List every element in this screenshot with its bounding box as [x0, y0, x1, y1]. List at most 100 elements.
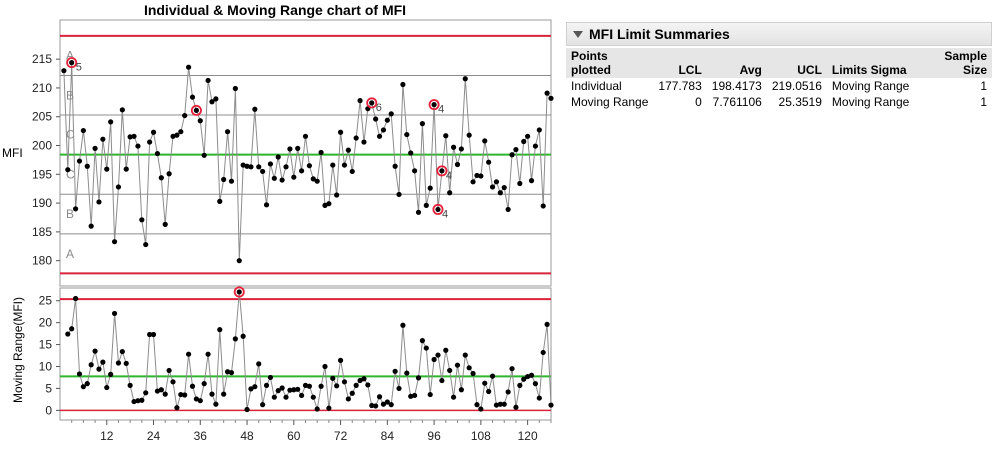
individual-data-point: [80, 127, 86, 134]
individual-data-point: [96, 199, 102, 205]
disclosure-triangle-icon[interactable]: [573, 30, 583, 38]
individual-data-point: [528, 178, 535, 184]
individual-y-tick-label: 215: [32, 52, 52, 66]
individual-data-point: [396, 191, 402, 198]
moving-range-data-point: [244, 406, 250, 413]
moving-range-data-point: [119, 348, 125, 355]
moving-range-data-point: [388, 402, 394, 408]
individual-data-point: [256, 164, 262, 170]
individual-data-point: [205, 77, 211, 84]
col-avg[interactable]: Avg: [706, 48, 767, 78]
moving-range-data-point: [318, 383, 324, 389]
moving-range-data-point: [365, 382, 371, 388]
moving-range-y-axis-label: Moving Range(MFI): [11, 297, 25, 403]
moving-range-y-tick-label: 20: [39, 316, 53, 330]
moving-range-data-point: [139, 397, 145, 403]
individual-data-point: [369, 100, 375, 106]
individual-data-point: [408, 150, 414, 156]
moving-range-data-point: [291, 387, 297, 393]
moving-range-data-point: [349, 390, 355, 396]
col-sample-size[interactable]: Sample Size: [914, 48, 992, 78]
moving-range-data-point: [489, 373, 496, 379]
moving-range-data-point: [544, 321, 550, 327]
individual-data-point: [193, 107, 199, 113]
limit-summaries-header[interactable]: MFI Limit Summaries: [566, 22, 992, 46]
individual-data-point: [466, 132, 472, 138]
moving-range-y-tick-label: 15: [39, 338, 53, 352]
x-tick-label: 12: [100, 429, 114, 443]
individual-data-point: [435, 206, 441, 213]
moving-range-data-point: [497, 401, 503, 407]
x-tick-label: 60: [287, 429, 301, 443]
individual-data-point: [224, 129, 231, 135]
x-tick-label: 108: [471, 429, 491, 443]
individual-data-point: [217, 198, 223, 204]
individual-data-point: [454, 161, 461, 168]
individual-data-point: [283, 164, 289, 170]
individual-data-point: [267, 161, 274, 167]
moving-range-data-point: [337, 357, 344, 363]
moving-range-data-point: [189, 383, 196, 389]
individual-y-tick-label: 195: [32, 167, 52, 181]
moving-range-data-point: [240, 333, 246, 339]
individual-data-point: [306, 163, 312, 169]
individual-y-tick-label: 190: [32, 196, 52, 210]
moving-range-data-point: [279, 385, 285, 391]
individual-flagged-point: [436, 165, 448, 177]
individual-data-point: [263, 202, 270, 208]
moving-range-data-point: [419, 338, 426, 344]
moving-range-data-point: [458, 387, 464, 393]
moving-range-data-point: [505, 389, 511, 395]
individual-data-point: [131, 133, 137, 139]
individual-data-point: [536, 127, 542, 133]
moving-range-data-point: [392, 368, 398, 374]
col-limits-sigma[interactable]: Limits Sigma: [826, 48, 915, 78]
individual-data-point: [548, 95, 554, 101]
individual-data-point: [150, 129, 157, 135]
moving-range-data-point: [380, 401, 387, 407]
individual-test-label: 4: [442, 208, 448, 220]
individual-data-point: [147, 139, 153, 145]
moving-range-data-point: [400, 322, 406, 328]
moving-range-data-point: [532, 381, 539, 387]
individual-data-point: [61, 68, 67, 74]
individual-data-point: [295, 145, 301, 151]
moving-range-data-point: [166, 367, 172, 374]
table-row: Moving Range 0 7.761106 25.3519 Moving R…: [566, 94, 992, 110]
col-lcl[interactable]: LCL: [653, 48, 707, 78]
moving-range-data-point: [201, 381, 207, 387]
individual-data-point: [345, 147, 351, 153]
individual-data-point: [236, 258, 242, 264]
moving-range-data-point: [224, 369, 231, 375]
moving-range-data-point: [111, 310, 118, 317]
moving-range-data-point: [454, 362, 461, 368]
individual-data-point: [135, 143, 141, 149]
moving-range-data-point: [435, 352, 441, 358]
x-tick-label: 36: [194, 429, 208, 443]
individual-data-point: [248, 164, 254, 170]
moving-range-data-point: [345, 396, 351, 402]
moving-range-data-point: [521, 376, 527, 382]
individual-data-point: [482, 138, 488, 144]
moving-range-data-point: [408, 393, 414, 399]
individual-data-point: [174, 132, 180, 138]
moving-range-data-point: [267, 374, 274, 381]
moving-range-data-point: [447, 367, 453, 374]
col-ucl[interactable]: UCL: [766, 48, 827, 78]
row-ucl: 25.3519: [778, 95, 822, 109]
individual-zone-label: C: [66, 167, 75, 181]
moving-range-data-point: [513, 404, 519, 410]
moving-range-data-point: [540, 349, 546, 356]
moving-range-data-point: [76, 371, 83, 377]
moving-range-data-point: [69, 326, 75, 332]
moving-range-data-point: [197, 398, 203, 404]
individual-data-point: [154, 150, 161, 157]
individual-flagged-point: [428, 99, 440, 111]
moving-range-data-point: [412, 392, 418, 399]
individual-data-point: [127, 134, 133, 140]
individual-data-point: [388, 111, 394, 117]
moving-range-data-point: [341, 379, 348, 385]
row-sigma: Moving Range: [831, 79, 910, 93]
col-points-plotted[interactable]: Points plotted: [566, 48, 654, 78]
individual-data-point: [427, 185, 433, 191]
